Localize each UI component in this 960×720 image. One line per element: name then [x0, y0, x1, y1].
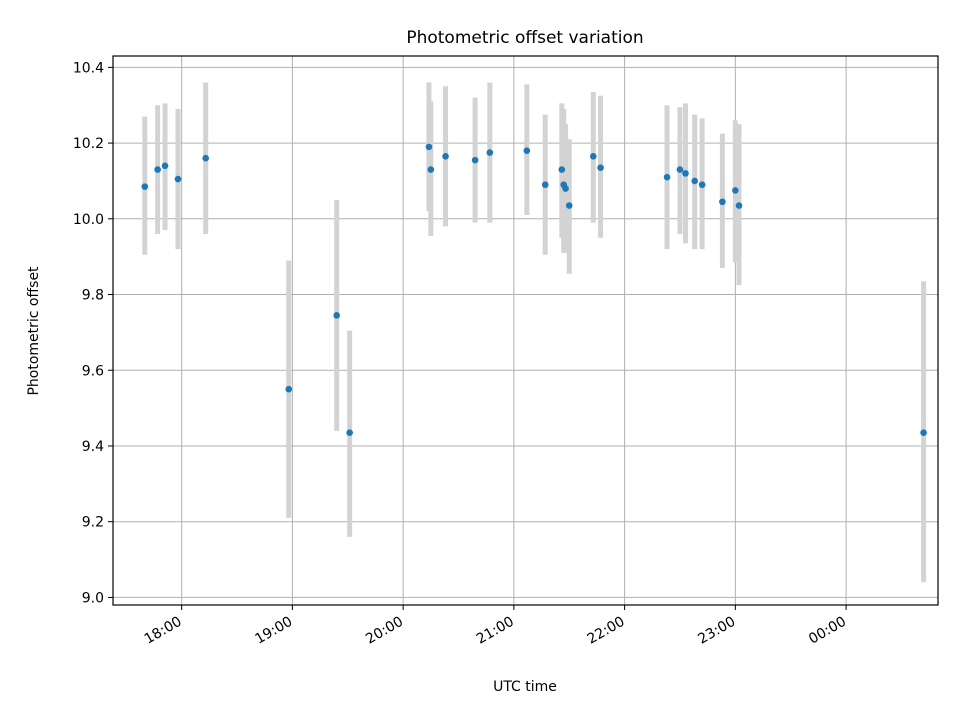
data-point	[698, 181, 706, 189]
x-tick-label: 22:00	[585, 614, 628, 648]
data-point	[663, 173, 671, 181]
x-tick-label: 20:00	[363, 614, 406, 648]
error-bars	[142, 82, 927, 583]
data-point	[346, 429, 353, 437]
data-point	[682, 170, 689, 177]
data-point	[523, 147, 531, 154]
chart-title: Photometric offset variation	[406, 28, 643, 48]
data-point	[691, 177, 699, 185]
data-point	[486, 149, 494, 156]
data-point	[174, 175, 182, 183]
y-tick-label: 9.0	[82, 590, 104, 606]
data-point	[732, 187, 739, 194]
data-point	[589, 153, 597, 160]
data-points	[141, 143, 927, 437]
data-point	[735, 202, 743, 209]
data-point	[333, 312, 340, 319]
y-tick-label: 9.2	[82, 515, 104, 531]
y-tick-label: 10.2	[73, 136, 104, 152]
y-tick-label: 10.0	[73, 212, 104, 228]
x-tick-label: 19:00	[252, 614, 295, 648]
y-tick-label: 9.4	[82, 439, 104, 455]
data-point	[920, 429, 927, 437]
x-axis-label: UTC time	[493, 679, 557, 695]
data-point	[676, 166, 684, 173]
plot-frame	[112, 55, 939, 606]
data-point	[471, 156, 479, 164]
data-point	[425, 143, 433, 151]
x-tick-label: 23:00	[695, 614, 738, 648]
data-point	[597, 164, 604, 171]
data-point	[285, 385, 293, 393]
y-axis-ticks: 9.0 9.2 9.4 9.6 9.8 10.0 10.2 10.4	[73, 60, 113, 606]
data-point	[558, 166, 566, 173]
y-axis-label: Photometric offset	[26, 266, 42, 396]
data-point	[202, 154, 209, 162]
data-point	[154, 166, 161, 173]
data-point	[141, 183, 149, 190]
x-axis-ticks: 18:00 19:00 20:00 21:00 22:00 23:00 00:00	[142, 605, 849, 648]
y-tick-label: 9.8	[82, 288, 104, 304]
x-tick-label: 21:00	[474, 614, 517, 648]
data-point	[565, 202, 573, 209]
x-tick-label: 00:00	[806, 614, 849, 648]
y-tick-label: 9.6	[82, 363, 104, 379]
data-point	[442, 153, 449, 160]
data-point	[719, 198, 726, 206]
data-point	[427, 166, 435, 173]
y-tick-label: 10.4	[73, 60, 104, 76]
x-tick-label: 18:00	[142, 614, 185, 648]
data-point	[562, 185, 569, 192]
data-point	[541, 181, 549, 189]
data-point	[161, 162, 169, 170]
